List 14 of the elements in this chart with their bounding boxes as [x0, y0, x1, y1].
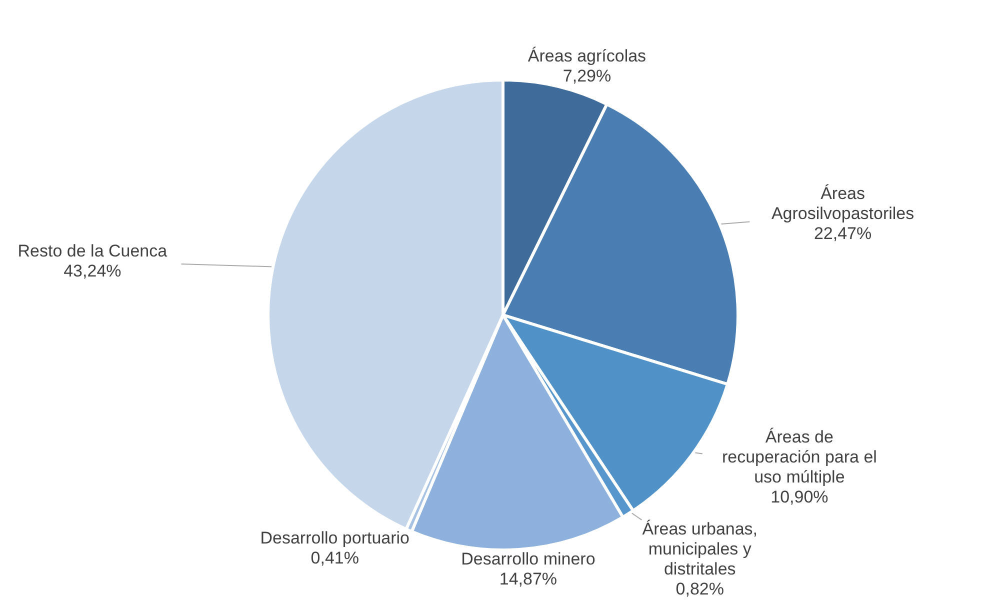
slice-label: Áreas Agrosilvopastoriles — [771, 184, 914, 224]
slice-label: Resto de la Cuenca — [18, 241, 168, 260]
data-label: 22,47% — [814, 224, 872, 244]
data-label: 43,24% — [64, 261, 122, 280]
data-label: 7,29% — [562, 66, 612, 86]
slice-label: Desarrollo minero — [461, 549, 596, 568]
slice-label: Áreas agrícolas — [528, 46, 646, 66]
data-label: 10,90% — [770, 488, 828, 507]
slice-label: Áreas urbanas, municipales y distritales — [642, 520, 758, 579]
data-label: 14,87% — [499, 569, 558, 588]
data-label: 0,41% — [310, 548, 359, 568]
slice-label: Desarrollo portuario — [260, 528, 410, 548]
data-label: 0,82% — [676, 580, 724, 599]
slice-label: Áreas de recuperación para el uso múltiple — [722, 428, 877, 487]
